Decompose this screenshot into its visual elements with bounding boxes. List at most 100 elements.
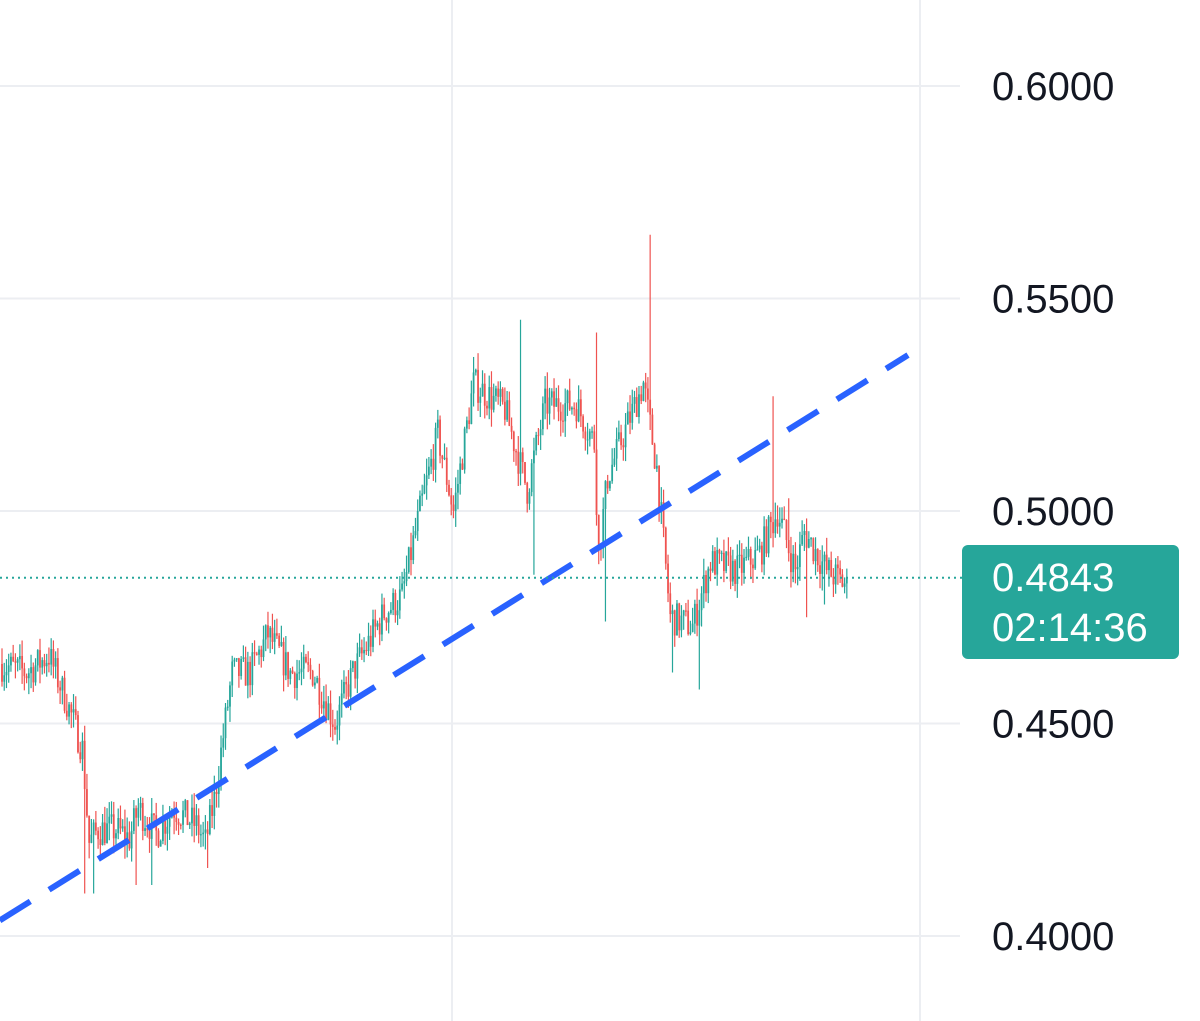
candle (226, 699, 229, 711)
candle-body (798, 544, 801, 568)
grid-lines (0, 0, 960, 1021)
candle (669, 582, 672, 623)
candle-body (226, 706, 229, 708)
candle (338, 696, 341, 741)
candle (512, 430, 515, 462)
candle (673, 609, 676, 647)
candle-body (711, 551, 714, 571)
candle (289, 668, 292, 685)
candle-body (372, 619, 374, 647)
candle-body (644, 382, 647, 389)
candle (794, 542, 797, 584)
candle-body (30, 667, 32, 674)
candle-countdown: 02:14:36 (992, 606, 1148, 650)
candle-body (749, 549, 752, 565)
candle-body (434, 427, 437, 470)
candle-body (374, 619, 377, 627)
candle (544, 376, 547, 420)
candle-body (101, 822, 104, 845)
candle (249, 656, 251, 698)
candle (828, 557, 830, 587)
candle-body (743, 557, 745, 573)
candle-body (191, 807, 193, 824)
candle-body (593, 431, 596, 450)
candle (436, 409, 439, 439)
last-price-badge: 0.4843 02:14:36 (962, 545, 1179, 659)
candle (124, 809, 126, 859)
candle-body (624, 424, 627, 448)
candle (490, 371, 493, 427)
candle (367, 622, 370, 657)
candle-body (383, 604, 386, 619)
candle-body (416, 511, 419, 532)
candle (410, 532, 412, 576)
candle-body (81, 740, 84, 760)
candle-body (499, 388, 502, 397)
candle-body (157, 830, 160, 847)
candle (94, 810, 97, 836)
candle (524, 461, 526, 485)
candle (97, 827, 100, 849)
candle-body (27, 673, 30, 679)
candle-body (119, 818, 122, 829)
candle (709, 561, 712, 582)
candle-body (687, 610, 690, 635)
candle (251, 642, 254, 696)
candle (12, 644, 15, 663)
candle (834, 558, 837, 594)
candle-body (244, 657, 247, 686)
candle-body (774, 519, 777, 534)
candle-body (387, 612, 390, 623)
candle (836, 556, 839, 585)
candle (258, 645, 260, 665)
candle-body (595, 449, 598, 516)
trendline[interactable] (0, 352, 910, 923)
candle-body (486, 405, 488, 409)
candle (276, 618, 278, 639)
candle (191, 794, 193, 837)
candle-body (186, 800, 189, 826)
candle (756, 535, 759, 551)
candle-body (405, 572, 408, 582)
candle (787, 498, 790, 562)
candle (613, 447, 616, 467)
candle (108, 802, 111, 841)
candle-body (41, 660, 44, 668)
candle-body (474, 369, 477, 373)
candle-body (539, 429, 542, 436)
candle (798, 531, 801, 581)
candle (21, 640, 24, 684)
candle (45, 653, 48, 677)
candle-body (168, 817, 171, 827)
price-tick-label: 0.5000 (992, 490, 1114, 534)
candle-body (550, 391, 553, 398)
candle-body (43, 660, 46, 667)
candle-body (349, 668, 352, 697)
candle-body (524, 462, 526, 483)
candle (50, 638, 53, 676)
candle (443, 443, 446, 461)
candle (240, 656, 243, 680)
candle-body (121, 826, 124, 829)
candle-body (48, 662, 50, 665)
candle (745, 546, 748, 561)
candle (403, 568, 406, 599)
candle-body (490, 387, 493, 410)
candle-body (389, 609, 392, 613)
candle-body (347, 684, 350, 697)
candle-body (284, 652, 287, 676)
candle-body (649, 399, 652, 415)
candle-body (365, 649, 368, 652)
candle-body (403, 581, 406, 584)
candle (655, 454, 658, 472)
candle-body (50, 649, 53, 665)
candle-body (18, 655, 21, 660)
candle-body (709, 568, 712, 571)
candle (398, 576, 401, 619)
candle (537, 428, 540, 446)
candle-body (94, 822, 97, 831)
candle (843, 577, 846, 594)
candle (314, 676, 316, 689)
candle-body (566, 390, 569, 404)
